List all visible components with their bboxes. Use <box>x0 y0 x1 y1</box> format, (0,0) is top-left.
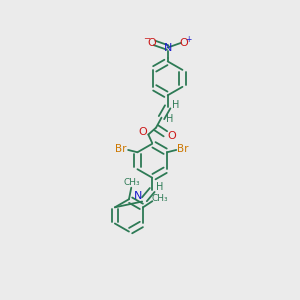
Text: N: N <box>164 43 172 52</box>
Text: Br: Br <box>116 144 127 154</box>
Text: O: O <box>139 127 147 137</box>
Text: N: N <box>134 191 142 201</box>
Text: +: + <box>185 34 192 43</box>
Text: CH₃: CH₃ <box>124 178 140 187</box>
Text: O: O <box>147 38 156 48</box>
Text: O: O <box>180 38 188 48</box>
Text: H: H <box>172 100 179 110</box>
Text: O: O <box>167 131 176 141</box>
Text: Br: Br <box>178 144 189 154</box>
Text: H: H <box>166 114 173 124</box>
Text: H: H <box>156 182 164 192</box>
Text: CH₃: CH₃ <box>152 194 168 203</box>
Text: −: − <box>143 34 150 43</box>
